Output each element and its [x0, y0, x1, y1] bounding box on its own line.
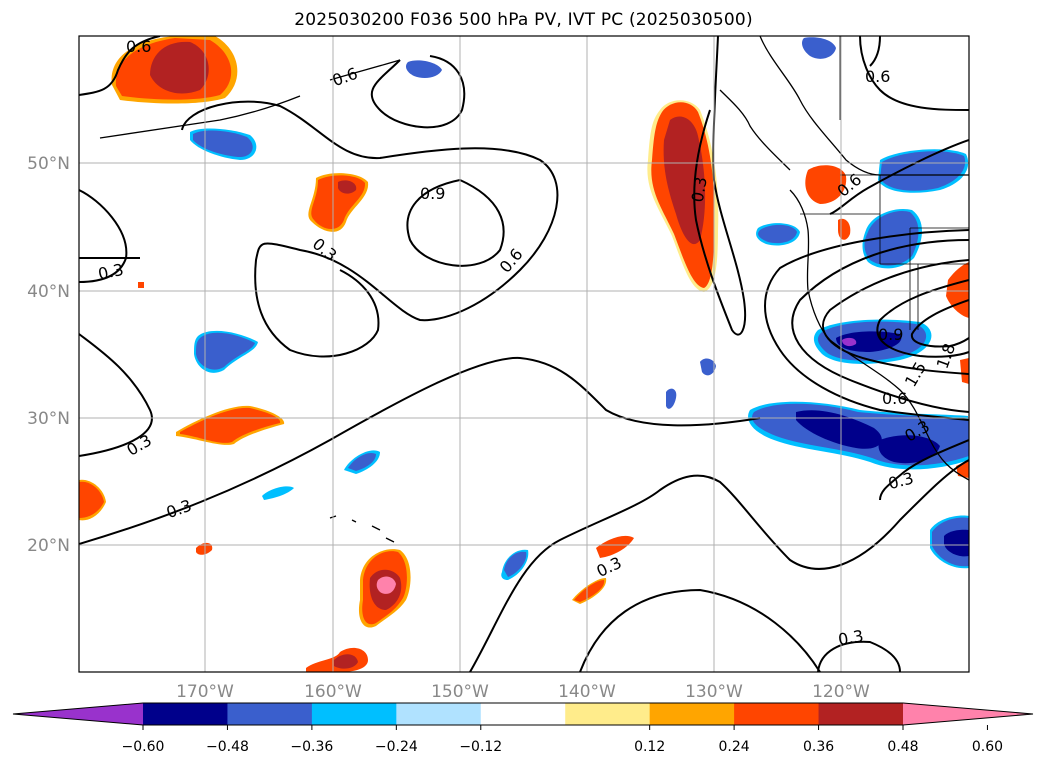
political-borders — [800, 36, 969, 330]
colorbar-tick-label: −0.24 — [375, 739, 418, 755]
contour-label: 0.3 — [688, 175, 711, 203]
colorbar-segment — [818, 703, 904, 725]
contour-label: 0.3 — [594, 553, 625, 581]
lat-label: 30°N — [27, 409, 70, 429]
contour-label: 0.3 — [164, 496, 194, 523]
lon-label: 150°W — [431, 682, 489, 702]
colorbar-tick-label: 0.60 — [972, 739, 1003, 755]
contour-label: 0.6 — [126, 37, 151, 56]
lon-label: 170°W — [176, 682, 234, 702]
lat-label: 40°N — [27, 282, 70, 302]
contour-label: 0.3 — [309, 234, 341, 265]
colorbar-segment — [565, 703, 651, 725]
colorbar-tick-label: −0.60 — [122, 739, 165, 755]
lon-label: 160°W — [304, 682, 362, 702]
graticule — [79, 36, 969, 672]
colorbar-segment — [649, 703, 735, 725]
colorbar-tick-label: 0.36 — [803, 739, 834, 755]
colorbar-tick-label: 0.24 — [719, 739, 750, 755]
colorbar-segment — [311, 703, 397, 725]
colorbar: −0.60 −0.48 −0.36 −0.24 −0.12 0.12 0.24 0.36 0.4… — [12, 702, 1034, 755]
contour-label: 0.9 — [420, 184, 445, 203]
contour-label: 0.3 — [886, 468, 916, 493]
colorbar-segment — [396, 703, 482, 725]
colorbar-segments — [13, 703, 1033, 725]
lat-label: 50°N — [27, 154, 70, 174]
colorbar-tick-label: −0.36 — [290, 739, 333, 755]
map-field: 0.6 0.6 0.6 0.9 0.6 0.3 0.3 0.3 0.3 0.6 … — [79, 36, 969, 672]
colorbar-tick-label: −0.48 — [206, 739, 249, 755]
lon-label: 120°W — [812, 682, 870, 702]
colorbar-segment — [480, 703, 566, 725]
contour-label: 0.6 — [865, 67, 890, 86]
colorbar-segment — [734, 703, 820, 725]
colorbar-ticks: −0.60 −0.48 −0.36 −0.24 −0.12 0.12 0.24 0.36 0.4… — [122, 725, 1003, 755]
lon-label: 130°W — [685, 682, 743, 702]
colorbar-extend-low — [13, 703, 143, 725]
map-title: 2025030200 F036 500 hPa PV, IVT PC (2025… — [294, 10, 753, 30]
contour-label: 0.9 — [878, 325, 903, 344]
colorbar-tick-label: 0.12 — [634, 739, 665, 755]
lat-label: 20°N — [27, 536, 70, 556]
contour-label: 0.6 — [330, 64, 360, 91]
colorbar-tick-label: −0.12 — [459, 739, 502, 755]
colorbar-segment — [227, 703, 313, 725]
lat-labels: 50°N 40°N 30°N 20°N — [27, 154, 70, 556]
contour-label: 0.3 — [837, 626, 865, 649]
shading-layer — [79, 36, 969, 672]
contour-lines — [79, 36, 969, 672]
lon-label: 140°W — [558, 682, 616, 702]
contour-label: 0.3 — [96, 260, 125, 284]
contour-label: 0.3 — [123, 430, 155, 459]
colorbar-tick-label: 0.48 — [887, 739, 918, 755]
map-frame — [78, 35, 970, 673]
lon-labels: 170°W 160°W 150°W 140°W 130°W 120°W — [176, 682, 870, 702]
contour-label: 0.6 — [882, 389, 907, 408]
coastlines — [99, 36, 969, 543]
contour-label: 1.5 — [901, 359, 930, 391]
colorbar-extend-high — [903, 703, 1033, 725]
colorbar-segment — [143, 703, 228, 725]
